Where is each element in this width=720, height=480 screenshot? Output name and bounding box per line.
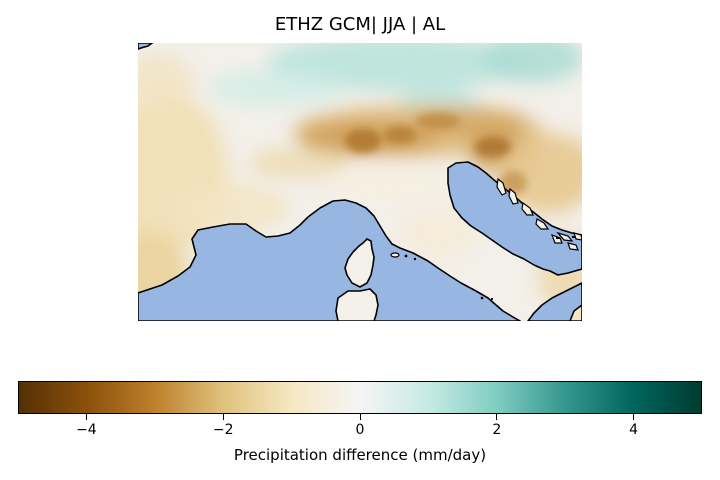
sardinia-island: [335, 288, 379, 321]
colorbar-label: Precipitation difference (mm/day): [233, 446, 487, 464]
map-title: ETHZ GCM| JJA | AL: [274, 14, 446, 35]
colorbar-tick: [633, 414, 635, 420]
colorbar: [18, 381, 702, 414]
colorbar-tick-label: 2: [492, 422, 502, 438]
adriatic-sea: [447, 161, 582, 276]
colorbar-tick-label: −4: [76, 422, 97, 438]
corsica-island: [344, 238, 375, 288]
colorbar-tick: [496, 414, 498, 420]
mediterranean-sea: [138, 199, 521, 321]
colorbar-tick-label: 4: [629, 422, 639, 438]
colorbar-tick: [359, 414, 361, 420]
colorbar-tick-label: 0: [355, 422, 365, 438]
colorbar-tick: [222, 414, 224, 420]
ionian-sea: [527, 282, 582, 321]
elba-island: [390, 252, 400, 258]
precipitation-map: [138, 43, 582, 321]
croatian-islands: [496, 177, 582, 251]
colorbar-tick-label: −2: [212, 422, 234, 438]
north-sea-corner: [138, 43, 154, 50]
colorbar-tick: [85, 414, 87, 420]
